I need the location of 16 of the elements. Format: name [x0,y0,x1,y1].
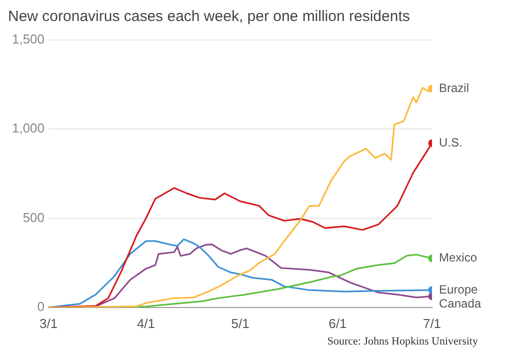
series-label: U.S. [439,136,462,150]
y-tick-label: 1,000 [12,120,45,136]
series-label: Canada [439,296,482,310]
series-label: Brazil [439,80,470,95]
series-label: Mexico [439,250,478,265]
y-tick-label: 1,500 [12,32,45,47]
x-tick-label: 3/1 [39,316,58,331]
chart-title: New coronavirus cases each week, per one million residents [8,8,410,26]
y-tick-label: 500 [22,210,45,225]
x-tick-label: 4/1 [136,316,156,331]
y-tick-label: 0 [37,298,45,314]
source-note: Source: Johns Hopkins University [327,335,478,348]
x-tick-label: 6/1 [328,316,347,331]
x-tick-label: 7/1 [422,316,442,331]
series-label: Europe [439,282,478,296]
x-tick-label: 5/1 [231,316,250,331]
